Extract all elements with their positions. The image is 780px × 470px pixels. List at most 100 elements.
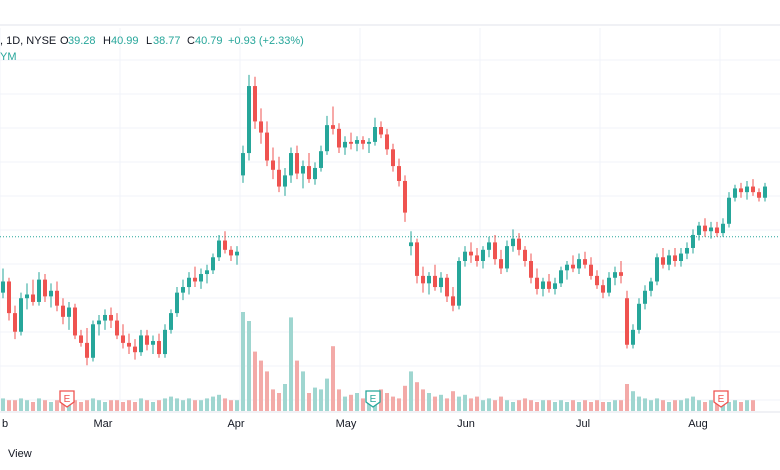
volume-bar: [247, 321, 251, 411]
candle: [31, 279, 35, 306]
candle-body: [547, 281, 551, 289]
volume-bar: [121, 402, 125, 411]
earnings-marker[interactable]: E: [713, 390, 729, 408]
candle-body: [703, 225, 707, 232]
candle-body: [673, 255, 677, 261]
volume-bar: [115, 400, 119, 411]
candle-body: [577, 259, 581, 269]
candle-body: [523, 249, 527, 261]
volume-bar: [511, 402, 515, 411]
candle-body: [637, 303, 641, 330]
candle-body: [55, 290, 59, 306]
volume-bar: [613, 400, 617, 411]
volume-bar: [679, 400, 683, 411]
candle: [19, 292, 23, 336]
candle-body: [349, 141, 353, 144]
time-axis-tick-label: b: [2, 418, 8, 430]
candle: [133, 339, 137, 360]
candle: [343, 136, 347, 155]
volume-bar: [655, 398, 659, 411]
volume-bar: [19, 398, 23, 411]
candle-body: [559, 270, 563, 284]
candle: [49, 283, 53, 308]
earnings-marker[interactable]: E: [59, 390, 75, 408]
candle-body: [613, 272, 617, 278]
candle-body: [655, 257, 659, 282]
volume-bar: [745, 400, 749, 411]
volume-bar: [313, 387, 317, 411]
candle-body: [679, 253, 683, 261]
candle: [235, 246, 239, 265]
volume-bar: [457, 396, 461, 411]
candle-body: [721, 223, 725, 234]
candle-body: [397, 166, 401, 181]
volume-bar: [1, 398, 5, 411]
grid: [0, 24, 780, 410]
volume-bar: [73, 400, 77, 411]
volume-bar: [217, 394, 221, 411]
candle-body: [589, 264, 593, 276]
earnings-marker[interactable]: E: [365, 390, 381, 408]
volume-bar: [49, 402, 53, 411]
candle: [55, 281, 59, 312]
candle: [331, 106, 335, 135]
legend-volume-label: YM: [0, 51, 17, 63]
candle: [517, 233, 521, 256]
footer-view-text[interactable]: View: [8, 448, 32, 460]
candle-body: [319, 151, 323, 168]
candle-body: [565, 264, 569, 271]
volume-bar: [127, 400, 131, 411]
volume-bar: [97, 400, 101, 411]
candle: [187, 272, 191, 295]
candle-body: [97, 320, 101, 325]
candle-body: [61, 305, 65, 317]
volume-bar: [607, 402, 611, 411]
time-axis: b Mar Apr May Jun Jul Aug: [2, 418, 708, 430]
candle: [469, 242, 473, 263]
earnings-marker-label: E: [370, 394, 377, 405]
candle: [667, 249, 671, 271]
volume-bar: [325, 378, 329, 411]
candle-body: [247, 86, 251, 154]
candle-body: [25, 294, 29, 299]
candle-body: [121, 335, 125, 343]
volume-bar: [697, 400, 701, 411]
volume-bar: [451, 391, 455, 411]
candle: [277, 156, 281, 193]
candle: [1, 268, 5, 299]
candle: [451, 287, 455, 312]
candle-body: [607, 277, 611, 293]
candle-body: [373, 127, 377, 142]
candle: [715, 221, 719, 237]
candle-body: [691, 234, 695, 248]
candle: [487, 236, 491, 258]
candle-body: [643, 290, 647, 304]
volume-bar: [157, 400, 161, 411]
legend-close-value: 40.79: [195, 35, 223, 47]
candle: [763, 182, 767, 202]
volume-bar: [271, 389, 275, 411]
candle-body: [265, 132, 269, 161]
candle-body: [187, 277, 191, 288]
candle-body: [331, 125, 335, 129]
candle: [757, 188, 761, 202]
volume-bar: [253, 351, 257, 411]
earnings-marker-label: E: [718, 394, 725, 405]
volume-bar: [691, 396, 695, 411]
volume-bar: [661, 400, 665, 411]
candle-body: [127, 342, 131, 347]
candle: [457, 257, 461, 310]
candle-body: [49, 290, 53, 297]
candle: [85, 328, 89, 366]
candle-body: [181, 287, 185, 293]
candle-body: [511, 238, 515, 247]
volume-bar: [79, 402, 83, 411]
candle-body: [517, 238, 521, 250]
volume-bar: [337, 389, 341, 411]
candle-body: [151, 341, 155, 345]
candle-body: [133, 346, 137, 353]
candle-body: [145, 335, 149, 345]
